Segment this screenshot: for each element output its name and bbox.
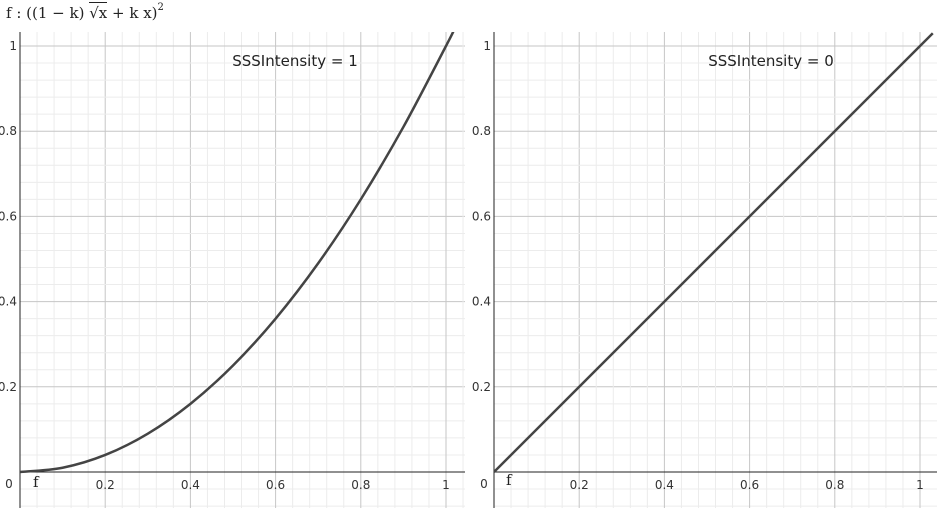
x-tick-label: 0.8 [825,478,844,492]
x-tick-label: 0.4 [181,478,200,492]
y-tick-label: 1 [9,39,17,53]
formula-prefix: f : ((1 − k) [6,4,90,22]
grid [494,32,937,508]
formula-middle: + k x) [107,4,158,22]
series-line-1 [20,32,455,474]
formula-title: f : ((1 − k) √x + k x)2 [6,2,164,22]
y-tick-label: 0.6 [472,209,491,223]
x-tick-label: 1 [916,478,924,492]
function-label: f [33,473,40,491]
function-label: f [506,471,513,489]
formula-radicand: x [98,4,108,22]
x-tick-label: 0.6 [266,478,285,492]
grid [20,32,465,508]
y-tick-label: 0.8 [472,124,491,138]
series-line-1 [494,32,934,473]
y-tick-label: 0.6 [0,209,17,223]
y-tick-label: 0.4 [0,295,17,309]
annotation-label: SSSIntensity = 0 [708,52,834,70]
plot-panel-2: 0.2 0.4 0.6 0.8 1 0.2 0.4 0.6 0.8 1 0 SSSIntensity … [472,32,937,508]
y-tick-label: 0.2 [0,380,17,394]
plot-panel-1: 0.2 0.4 0.6 0.8 1 0.2 0.4 0.6 0.8 1 0 SSSIntensity … [0,32,465,508]
y-tick-label: 0.8 [0,124,17,138]
y-tick-label: 0.2 [472,380,491,394]
origin-label: 0 [5,477,13,491]
x-tick-label: 0.2 [96,478,115,492]
x-tick-label: 0.6 [740,478,759,492]
origin-label: 0 [480,477,488,491]
x-tick-label: 0.8 [351,478,370,492]
formula-exponent: 2 [157,2,164,13]
x-tick-label: 0.4 [655,478,674,492]
y-tick-label: 0.4 [472,295,491,309]
x-tick-label: 0.2 [570,478,589,492]
annotation-label: SSSIntensity = 1 [232,52,358,70]
y-tick-label: 1 [483,39,491,53]
x-tick-label: 1 [442,478,450,492]
